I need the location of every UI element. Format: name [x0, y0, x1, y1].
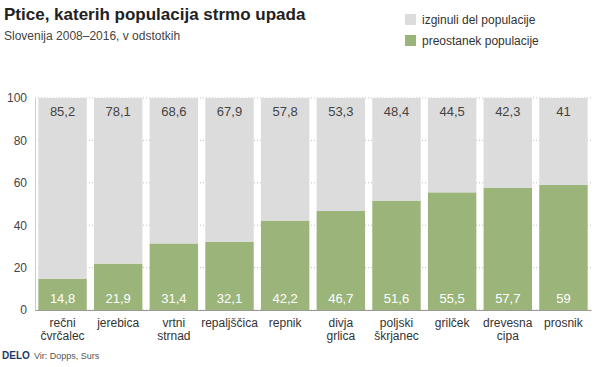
tick-label: repnik: [269, 316, 303, 330]
data-label: 42,2: [273, 291, 298, 306]
y-tick: 80: [14, 134, 35, 148]
bar: [372, 98, 420, 201]
publisher: DELO: [2, 350, 30, 361]
tick-label: prosnik: [544, 316, 584, 330]
data-label: 57,7: [495, 291, 520, 306]
y-tick: 0: [20, 303, 35, 317]
x-tick: poljskiškrjanec: [374, 310, 419, 343]
series: [38, 98, 587, 279]
y-tick: 40: [14, 219, 35, 233]
x-tick: prosnik: [544, 310, 584, 330]
y-axis: 0 20 40 60 80 100: [7, 91, 36, 317]
tick-label: 80: [14, 134, 28, 148]
tick-label: 40: [14, 219, 28, 233]
legend-label: izginuli del populacije: [422, 13, 536, 27]
bar: [539, 98, 587, 185]
x-tick: grilček: [435, 310, 471, 330]
data-label: 51,6: [384, 291, 409, 306]
data-label: 57,8: [273, 104, 298, 119]
subtitle: Slovenija 2008–2016, v odstotkih: [4, 29, 180, 43]
x-tick: jerebica: [96, 310, 139, 330]
x-tick: repnik: [269, 310, 303, 330]
bar: [484, 188, 532, 310]
bar: [261, 221, 309, 310]
bar: [428, 192, 476, 310]
data-label: 59: [556, 291, 570, 306]
grid: [35, 98, 591, 310]
bar: [205, 242, 253, 310]
tick-label: drevesnacipa: [483, 316, 533, 344]
data-label: 53,3: [328, 104, 353, 119]
bar: [539, 185, 587, 310]
x-axis: rečničvrčalec jerebica vrtnistrnad repaljšč…: [36, 310, 592, 343]
legend-swatch: [405, 35, 416, 46]
bar: [372, 201, 420, 310]
x-tick: rečničvrčalec: [41, 310, 85, 343]
data-label: 46,7: [328, 291, 353, 306]
source: Vir: Dopps, Surs: [34, 351, 100, 361]
tick-label: vrtnistrnad: [157, 316, 190, 344]
tick-label: 100: [7, 91, 27, 105]
data-label: 48,4: [384, 104, 409, 119]
legend-item: izginuli del populacije: [405, 13, 536, 27]
tick-label: repaljščica: [201, 316, 258, 330]
bar: [428, 98, 476, 192]
axis-line: [36, 310, 592, 311]
x-tick: drevesnacipa: [483, 310, 533, 343]
tick-label: 20: [14, 261, 28, 275]
title: Ptice, katerih populacija strmo upada: [4, 5, 306, 24]
bars: [38, 98, 587, 310]
tick-label: jerebica: [96, 316, 139, 330]
data-label: 14,8: [50, 291, 75, 306]
legend: izginuli del populacije preostanek popula…: [405, 13, 539, 48]
legend-label: preostanek populacije: [422, 34, 539, 48]
bar: [205, 98, 253, 242]
data-label: 32,1: [217, 291, 242, 306]
data-label: 31,4: [161, 291, 186, 306]
bar: [150, 243, 198, 310]
bar: [94, 264, 142, 310]
bar: [38, 98, 86, 279]
data-label: 21,9: [106, 291, 131, 306]
data-label: 42,3: [495, 104, 520, 119]
tick-label: divjagrlica: [326, 316, 355, 344]
data-label: 67,9: [217, 104, 242, 119]
y-tick: 100: [7, 91, 35, 105]
data-label: 41: [556, 104, 570, 119]
bar: [261, 98, 309, 221]
bar: [317, 211, 365, 310]
legend-item: preostanek populacije: [405, 34, 539, 48]
data-labels: 14,8 21,9 31,4 32,1 42,2 46,7 51,6 55,5 57,7 59 85…: [50, 104, 571, 306]
data-label: 55,5: [439, 291, 464, 306]
data-label: 78,1: [106, 104, 131, 119]
bar: [94, 98, 142, 264]
chart: Ptice, katerih populacija strmo upada Slo…: [0, 0, 599, 367]
bar: [150, 98, 198, 243]
x-tick: repaljščica: [201, 310, 258, 330]
y-tick: 20: [14, 261, 35, 275]
legend-swatch: [405, 14, 416, 25]
tick-label: grilček: [435, 316, 471, 330]
tick-label: 60: [14, 176, 28, 190]
data-label: 68,6: [161, 104, 186, 119]
axis-line: [35, 99, 36, 311]
plot: 14,8 21,9 31,4 32,1 42,2 46,7 51,6 55,5 57,7 59 85…: [7, 91, 592, 343]
tick-label: poljskiškrjanec: [374, 316, 419, 344]
bar: [317, 98, 365, 211]
tick-label: 0: [20, 303, 27, 317]
y-tick: 60: [14, 176, 35, 190]
x-tick: vrtnistrnad: [157, 310, 190, 343]
data-label: 44,5: [439, 104, 464, 119]
tick-label: rečničvrčalec: [41, 316, 85, 344]
bar: [38, 279, 86, 310]
bar: [484, 98, 532, 188]
x-tick: divjagrlica: [326, 310, 355, 343]
data-label: 85,2: [50, 104, 75, 119]
